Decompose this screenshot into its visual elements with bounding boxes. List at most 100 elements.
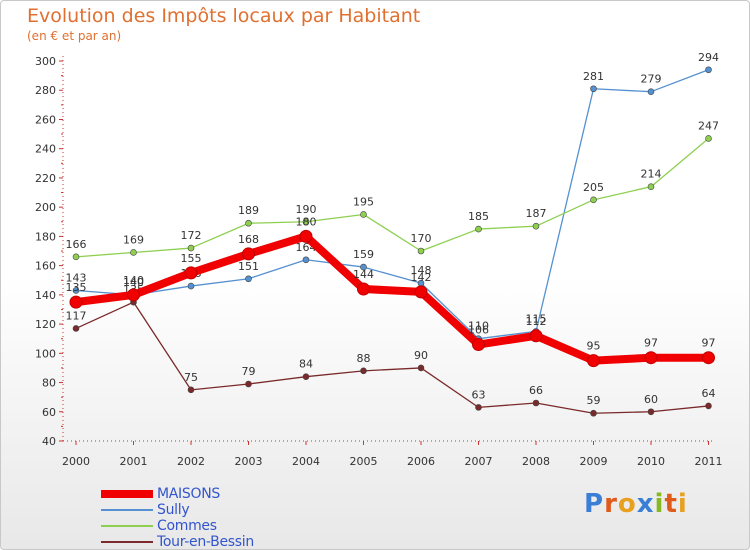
data-point-sully: [187, 282, 195, 290]
legend-item-commes: Commes: [101, 518, 254, 534]
legend-swatch-sully: [101, 509, 153, 511]
data-point-tour-en-bessin: [360, 367, 367, 375]
y-tick-label: 120: [35, 318, 56, 331]
data-label-tour-en-bessin: 64: [702, 387, 716, 400]
data-label-maisons: 144: [353, 268, 374, 281]
data-point-commes: [647, 183, 655, 190]
logo-letter: P: [584, 489, 605, 519]
data-point-tour-en-bessin: [417, 364, 425, 372]
data-point-sully: [245, 275, 252, 283]
legend-label-sully: Sully: [157, 502, 190, 518]
data-label-sully: 143: [66, 271, 87, 284]
data-label-tour-en-bessin: 60: [644, 393, 658, 406]
data-point-commes: [245, 219, 252, 227]
data-label-maisons: 106: [468, 324, 489, 337]
data-point-commes: [705, 135, 712, 142]
proxiti-logo: Proxiti: [584, 489, 688, 519]
logo-letter: o: [617, 489, 637, 519]
data-label-tour-en-bessin: 66: [529, 384, 543, 397]
data-point-maisons: [414, 285, 428, 299]
data-label-maisons: 97: [702, 337, 716, 350]
x-tick-label: 2010: [637, 455, 665, 468]
data-point-maisons: [644, 351, 658, 365]
legend-swatch-maisons: [101, 490, 153, 498]
data-label-commes: 169: [123, 233, 144, 246]
data-point-sully: [72, 287, 80, 294]
x-tick-label: 2005: [350, 455, 378, 468]
data-point-sully: [705, 66, 712, 74]
data-label-maisons: 180: [296, 215, 317, 228]
data-label-tour-en-bessin: 59: [587, 394, 601, 407]
data-point-tour-en-bessin: [590, 409, 597, 417]
data-point-maisons: [357, 282, 370, 296]
data-point-maisons: [702, 351, 715, 365]
data-point-commes: [130, 249, 137, 256]
y-tick-label: 200: [35, 201, 56, 214]
logo-letter: i: [677, 489, 688, 519]
data-label-maisons: 95: [587, 340, 601, 353]
data-label-maisons: 168: [238, 233, 259, 246]
data-label-commes: 172: [181, 229, 202, 242]
data-label-commes: 195: [353, 195, 374, 208]
x-tick-label: 2009: [580, 455, 608, 468]
x-tick-label: 2007: [465, 455, 493, 468]
x-tick-label: 2004: [292, 455, 320, 468]
logo-letter: t: [664, 489, 678, 519]
data-label-sully: 151: [238, 260, 259, 273]
data-label-commes: 190: [296, 203, 317, 216]
legend-item-sully: Sully: [101, 502, 254, 518]
data-label-sully: 279: [641, 73, 662, 86]
data-point-commes: [302, 218, 310, 226]
data-label-commes: 185: [468, 210, 489, 223]
data-label-tour-en-bessin: 63: [472, 388, 486, 401]
series-layer: 1171357579848890636659606414314014615116…: [66, 51, 719, 417]
data-label-commes: 166: [66, 238, 87, 251]
y-tick-label: 220: [35, 172, 56, 185]
data-label-commes: 189: [238, 204, 259, 217]
x-tick-label: 2000: [62, 455, 90, 468]
data-point-sully: [360, 263, 367, 271]
y-tick-label: 160: [35, 260, 56, 273]
chart-subtitle: (en € et par an): [27, 29, 122, 43]
x-tick-label: 2001: [120, 455, 148, 468]
data-point-maisons: [587, 354, 600, 368]
y-tick-label: 180: [35, 230, 56, 243]
legend-label-tour-en-bessin: Tour-en-Bessin: [157, 534, 254, 550]
x-tick-label: 2006: [407, 455, 435, 468]
data-point-maisons: [529, 329, 543, 343]
data-label-sully: 110: [468, 320, 489, 333]
y-tick-label: 100: [35, 347, 56, 360]
legend-item-maisons: MAISONS: [101, 486, 254, 502]
data-point-commes: [417, 247, 425, 255]
data-label-tour-en-bessin: 84: [299, 358, 313, 371]
data-point-tour-en-bessin: [532, 399, 540, 407]
data-label-tour-en-bessin: 88: [357, 352, 371, 365]
data-point-commes: [187, 244, 195, 252]
data-label-commes: 247: [698, 119, 719, 132]
x-tick-label: 2002: [177, 455, 205, 468]
x-tick-label: 2008: [522, 455, 550, 468]
data-point-tour-en-bessin: [647, 408, 655, 416]
legend: MAISONS Sully Commes Tour-en-Bessin: [101, 486, 254, 550]
y-tick-label: 140: [35, 289, 56, 302]
data-point-commes: [360, 211, 367, 218]
data-label-tour-en-bessin: 117: [66, 309, 87, 322]
x-tick-label: 2003: [235, 455, 263, 468]
legend-label-maisons: MAISONS: [157, 486, 220, 502]
data-label-maisons: 135: [66, 281, 87, 294]
legend-swatch-commes: [101, 525, 153, 527]
data-label-sully: 159: [353, 248, 374, 261]
data-point-tour-en-bessin: [72, 325, 80, 332]
data-point-tour-en-bessin: [302, 373, 310, 380]
data-label-commes: 205: [583, 181, 604, 194]
y-tick-label: 240: [35, 143, 56, 156]
x-tick-label: 2011: [695, 455, 723, 468]
y-tick-label: 80: [42, 377, 56, 390]
data-label-maisons: 97: [644, 337, 658, 350]
y-tick-label: 300: [35, 55, 56, 68]
data-label-tour-en-bessin: 75: [184, 371, 198, 384]
series-line-maisons: [72, 232, 713, 365]
legend-swatch-tour-en-bessin: [101, 541, 153, 543]
data-point-commes: [475, 225, 482, 233]
